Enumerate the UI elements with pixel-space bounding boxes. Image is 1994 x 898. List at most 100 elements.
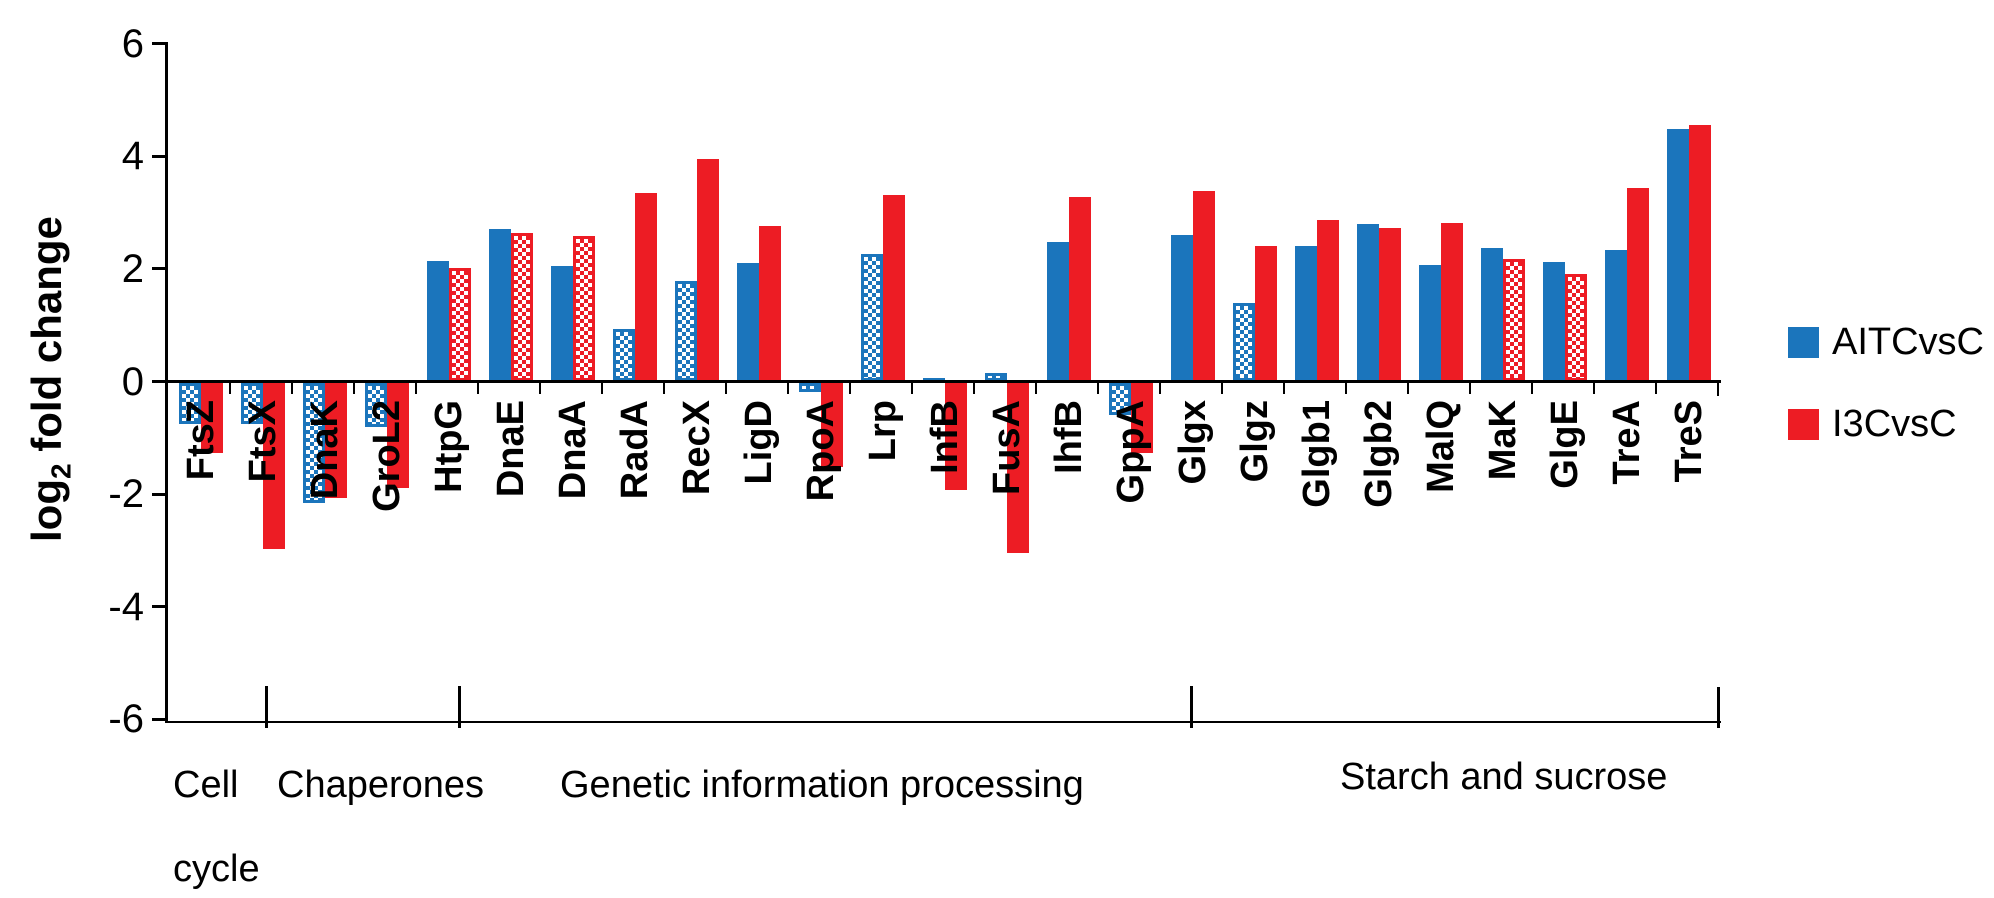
bar-aitcvsc-fusa <box>985 373 1007 382</box>
category-boundary-tick <box>1283 381 1285 394</box>
bar-i3cvsc-ftsx <box>263 383 285 550</box>
category-boundary-tick <box>849 381 851 394</box>
category-label-infb: InfB <box>924 400 966 474</box>
category-label-ligd: LigD <box>738 400 780 485</box>
category-label-ftsx: FtsX <box>242 400 284 483</box>
group-label: cycle <box>173 848 260 890</box>
bar-i3cvsc-rpoa <box>821 383 843 467</box>
bar-aitcvsc-glgb1 <box>1295 245 1317 382</box>
group-label: Chaperones <box>277 764 485 806</box>
category-label-gppa: GppA <box>1110 400 1152 504</box>
category-boundary-tick <box>787 381 789 394</box>
y-tick-label: 2 <box>121 246 144 291</box>
y-axis-line <box>165 42 168 723</box>
bar-i3cvsc-trea <box>1627 188 1649 382</box>
category-label-glge: GlgE <box>1544 400 1586 489</box>
bar-aitcvsc-glgz <box>1233 303 1255 382</box>
category-boundary-tick <box>415 381 417 394</box>
group-label: Starch and sucrose <box>1340 756 1668 798</box>
category-boundary-tick <box>1531 381 1533 394</box>
legend-swatch-blue-icon <box>1788 326 1819 358</box>
legend-label: I3CvsC <box>1832 402 1957 445</box>
category-boundary-tick <box>601 381 603 394</box>
y-tick-label: 4 <box>121 134 144 179</box>
category-boundary-tick <box>973 381 975 394</box>
category-label-malq: MalQ <box>1420 400 1462 493</box>
bar-aitcvsc-dnae <box>489 228 511 382</box>
category-boundary-tick <box>1593 381 1595 394</box>
bar-aitcvsc-dnak <box>303 383 325 503</box>
bar-i3cvsc-ftsz <box>201 383 223 454</box>
y-tick <box>152 267 165 271</box>
y-tick-label: -4 <box>108 584 144 629</box>
legend: AITCvsC I3CvsC <box>1788 320 1984 486</box>
category-boundary-tick <box>229 381 231 394</box>
category-boundary-tick <box>911 381 913 394</box>
category-label-dnaa: DnaA <box>552 400 594 500</box>
bar-aitcvsc-glgx <box>1171 234 1193 382</box>
bar-i3cvsc-dnae <box>511 232 533 382</box>
category-boundary-tick <box>539 381 541 394</box>
category-label-glgx: Glgx <box>1172 400 1214 485</box>
legend-label: AITCvsC <box>1832 320 1984 363</box>
y-tick <box>152 380 165 383</box>
category-label-rpoa: RpoA <box>800 400 842 502</box>
bar-aitcvsc-infb <box>923 377 945 382</box>
category-label-glgz: Glgz <box>1234 400 1276 483</box>
category-boundary-tick <box>1035 381 1037 394</box>
category-label-mak: MaK <box>1482 400 1524 481</box>
y-tick <box>152 605 165 609</box>
bar-aitcvsc-ligd <box>737 262 759 382</box>
bar-aitcvsc-htpg <box>427 261 449 382</box>
y-tick-label: -6 <box>108 697 144 742</box>
category-boundary-tick <box>663 381 665 394</box>
group-separator-tick <box>1190 686 1193 728</box>
category-boundary-tick <box>1097 381 1099 394</box>
bar-i3cvsc-lrp <box>883 194 905 382</box>
category-boundary-tick <box>353 381 355 394</box>
bar-i3cvsc-infb <box>945 383 967 490</box>
bar-i3cvsc-glgx <box>1193 191 1215 382</box>
bar-aitcvsc-glgb2 <box>1357 223 1379 382</box>
category-boundary-tick <box>1221 381 1223 394</box>
category-label-lrp: Lrp <box>862 400 904 462</box>
category-label-ftsz: FtsZ <box>180 400 222 481</box>
category-label-tres: TreS <box>1668 400 1710 483</box>
category-label-dnak: DnaK <box>304 400 346 500</box>
group-separator-tick <box>265 686 268 728</box>
bar-i3cvsc-recx <box>697 158 719 382</box>
category-boundary-tick <box>1407 381 1409 394</box>
bar-i3cvsc-tres <box>1689 124 1711 382</box>
category-label-htpg: HtpG <box>428 400 470 493</box>
category-boundary-tick <box>1469 381 1471 394</box>
category-label-rada: RadA <box>614 400 656 500</box>
bar-i3cvsc-ihfb <box>1069 197 1091 382</box>
bar-aitcvsc-glge <box>1543 261 1565 382</box>
group-label: Cell <box>173 764 239 806</box>
bar-aitcvsc-lrp <box>861 254 883 382</box>
bar-i3cvsc-malq <box>1441 222 1463 382</box>
legend-item-i3cvsc: I3CvsC <box>1788 402 1984 445</box>
bar-i3cvsc-glgb2 <box>1379 227 1401 382</box>
bar-i3cvsc-gppa <box>1131 383 1153 454</box>
category-boundary-tick <box>1717 381 1719 396</box>
bar-aitcvsc-grol2 <box>365 383 387 428</box>
bar-aitcvsc-rpoa <box>799 383 821 392</box>
y-tick-label: -2 <box>108 472 144 517</box>
category-boundary-tick <box>725 381 727 394</box>
bar-i3cvsc-dnaa <box>573 235 595 382</box>
bar-aitcvsc-tres <box>1667 129 1689 382</box>
bar-aitcvsc-mak <box>1481 248 1503 382</box>
bar-i3cvsc-mak <box>1503 258 1525 382</box>
bar-aitcvsc-ftsx <box>241 383 263 424</box>
category-boundary-tick <box>1159 381 1161 394</box>
bar-i3cvsc-grol2 <box>387 383 409 489</box>
y-tick-label: 6 <box>121 21 144 66</box>
bar-aitcvsc-gppa <box>1109 383 1131 415</box>
bar-aitcvsc-malq <box>1419 264 1441 382</box>
group-separator-tick <box>458 686 461 728</box>
category-label-ihfb: IhfB <box>1048 400 1090 474</box>
bar-aitcvsc-trea <box>1605 249 1627 382</box>
bar-i3cvsc-ligd <box>759 226 781 382</box>
